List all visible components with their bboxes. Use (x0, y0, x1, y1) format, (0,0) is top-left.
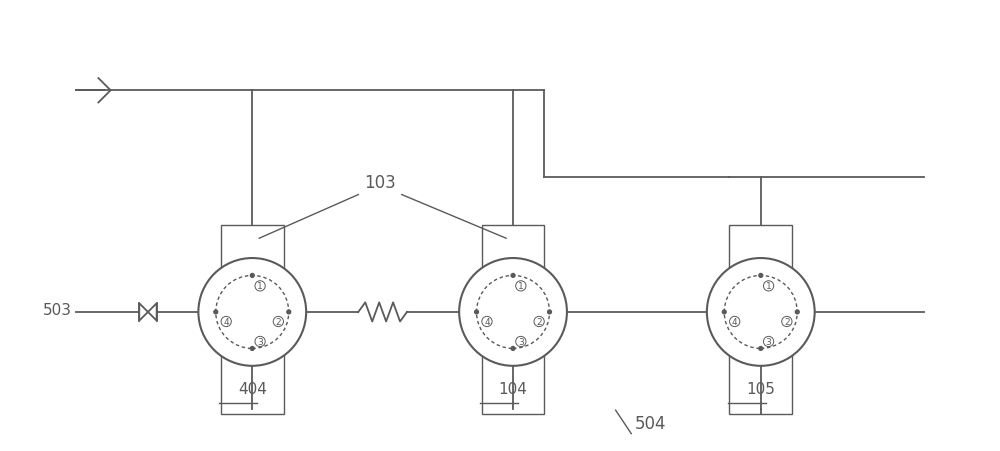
Text: 504: 504 (635, 414, 666, 432)
Text: 4: 4 (223, 318, 229, 326)
Circle shape (475, 310, 478, 314)
Text: 2: 2 (536, 318, 542, 326)
Polygon shape (148, 304, 157, 321)
Circle shape (214, 310, 218, 314)
Polygon shape (139, 304, 148, 321)
Bar (729, 226, 792, 414)
Text: 3: 3 (518, 337, 524, 346)
Circle shape (459, 258, 567, 366)
Bar (482, 226, 544, 414)
Circle shape (250, 347, 254, 350)
Text: 404: 404 (238, 382, 267, 396)
Circle shape (511, 274, 515, 278)
Text: 2: 2 (276, 318, 281, 326)
Text: 2: 2 (784, 318, 790, 326)
Text: 104: 104 (499, 382, 527, 396)
Text: 105: 105 (746, 382, 775, 396)
Text: 1: 1 (257, 282, 263, 291)
Circle shape (722, 310, 726, 314)
Text: 503: 503 (42, 302, 71, 317)
Text: 3: 3 (766, 337, 771, 346)
Circle shape (250, 274, 254, 278)
Text: 103: 103 (364, 173, 396, 191)
Text: 4: 4 (484, 318, 490, 326)
Circle shape (759, 274, 763, 278)
Circle shape (287, 310, 291, 314)
Circle shape (707, 258, 815, 366)
Text: 4: 4 (732, 318, 738, 326)
Circle shape (198, 258, 306, 366)
Circle shape (759, 347, 763, 350)
Circle shape (795, 310, 799, 314)
Circle shape (548, 310, 551, 314)
Circle shape (511, 347, 515, 350)
Bar (221, 226, 284, 414)
Text: 1: 1 (518, 282, 524, 291)
Text: 1: 1 (766, 282, 771, 291)
Text: 3: 3 (257, 337, 263, 346)
